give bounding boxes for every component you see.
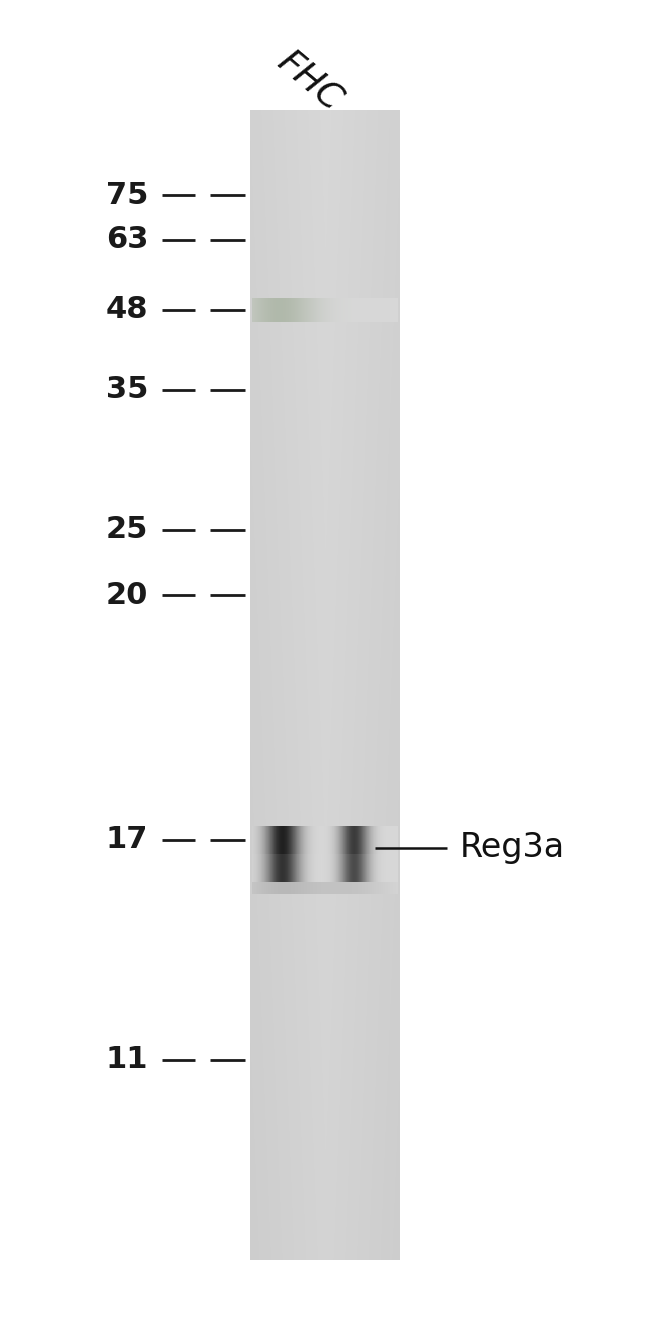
Text: 20: 20	[105, 581, 148, 610]
Text: 25: 25	[105, 516, 148, 545]
Text: 75: 75	[105, 181, 148, 210]
Text: 63: 63	[105, 226, 148, 254]
Text: 11: 11	[105, 1046, 148, 1075]
Text: 35: 35	[105, 376, 148, 404]
Text: FHC: FHC	[271, 44, 349, 117]
Text: Reg3a: Reg3a	[460, 832, 565, 864]
Text: 48: 48	[105, 295, 148, 324]
Text: 17: 17	[105, 825, 148, 855]
